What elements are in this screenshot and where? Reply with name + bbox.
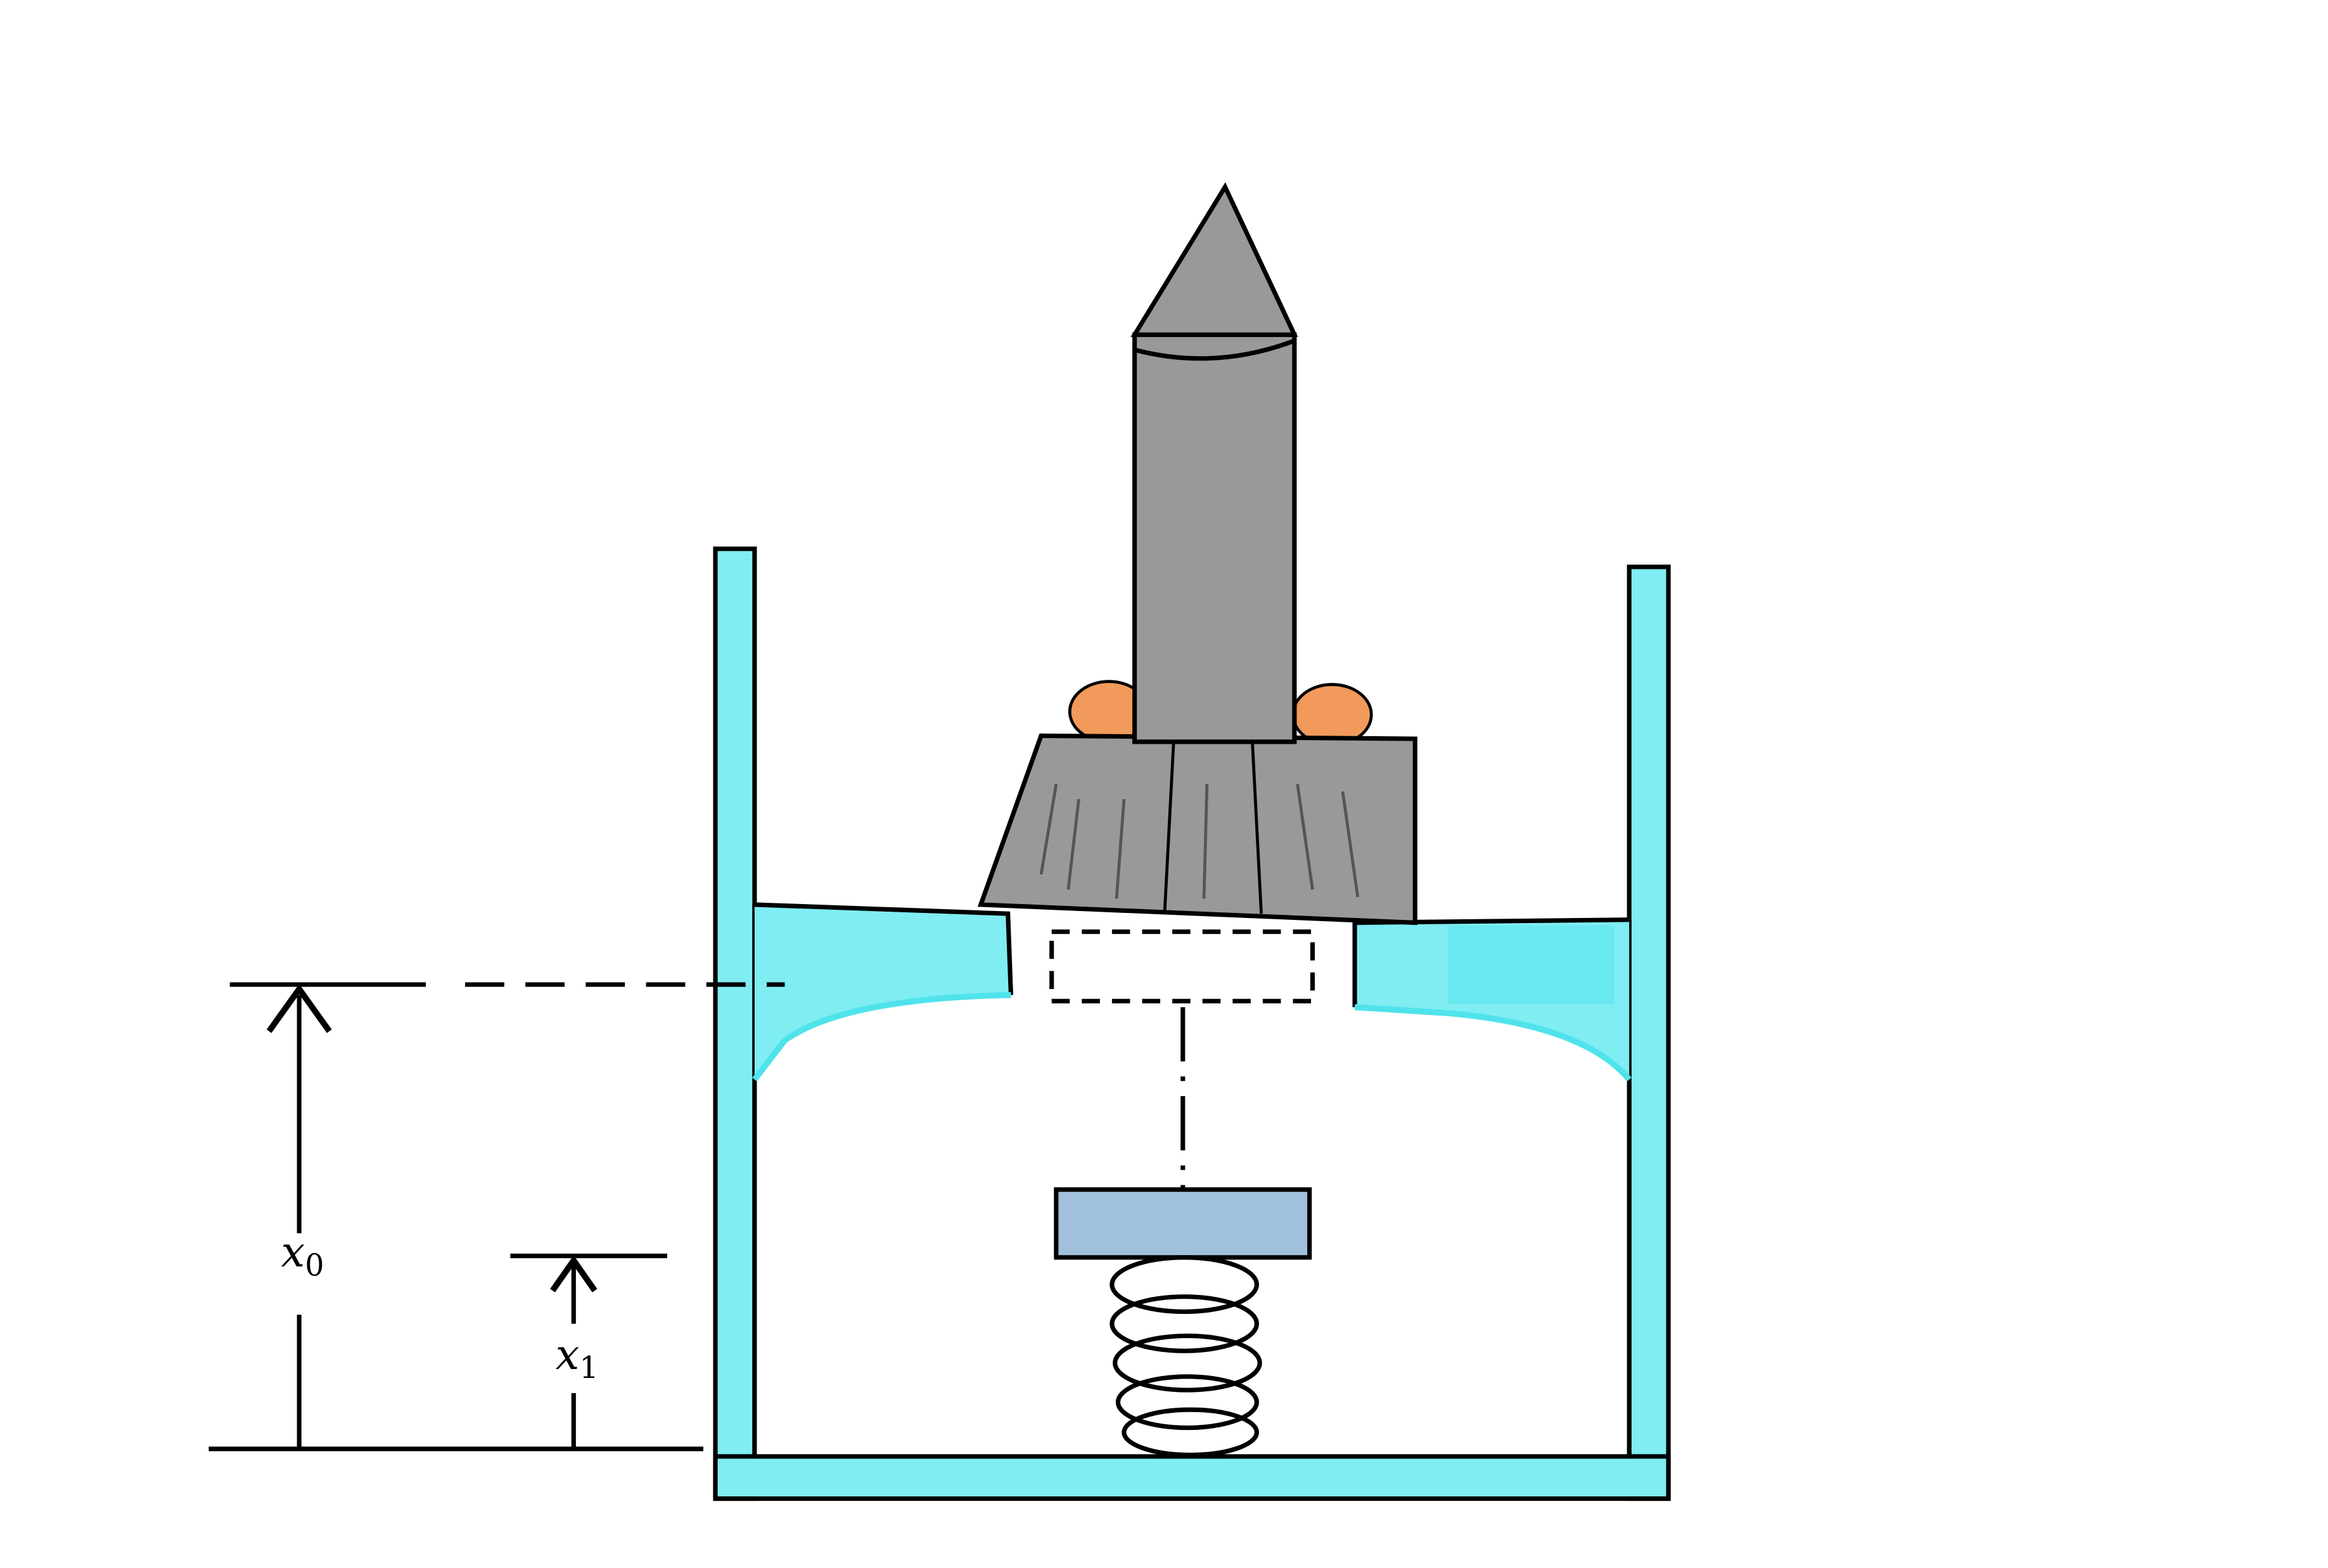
water-shelf-right bbox=[1355, 919, 1630, 1080]
initial-position-box bbox=[1049, 929, 1315, 1004]
arrow-up-icon bbox=[266, 983, 332, 1033]
container-right-wall bbox=[1627, 564, 1671, 1501]
spring-icon bbox=[1110, 1255, 1262, 1458]
container-left-wall bbox=[713, 546, 757, 1501]
rocket-skirt bbox=[977, 733, 1417, 926]
arrow-up-icon bbox=[550, 1255, 598, 1292]
water-shelf-left bbox=[754, 904, 1011, 1080]
label-x0: x0 bbox=[281, 1227, 324, 1283]
rocket-body bbox=[1132, 332, 1297, 744]
water-surface bbox=[752, 902, 1632, 1081]
dimension-lines bbox=[208, 982, 785, 1451]
spring-plate bbox=[1054, 1187, 1312, 1260]
rocket-icon bbox=[977, 182, 1417, 926]
label-x1: x1 bbox=[556, 1330, 599, 1386]
rocket-nose bbox=[1130, 182, 1298, 337]
container-bottom bbox=[713, 1454, 1671, 1501]
